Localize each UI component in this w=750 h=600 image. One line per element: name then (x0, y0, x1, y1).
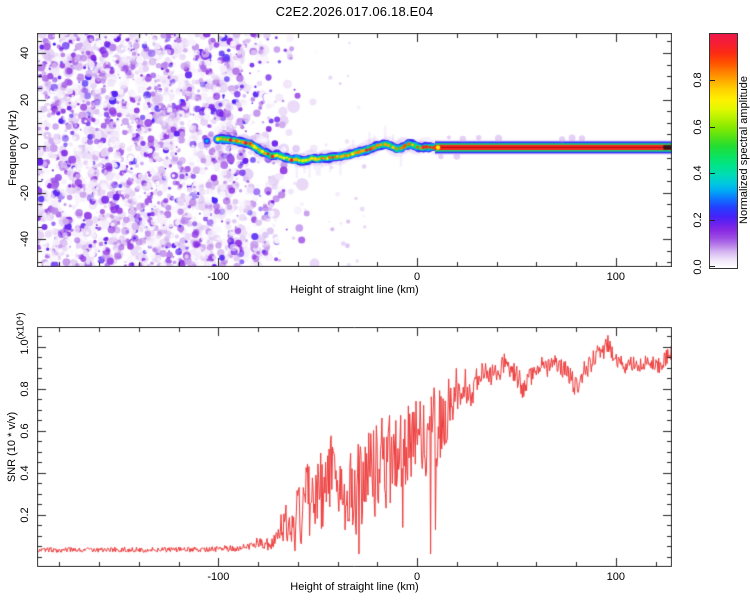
snr-y-axis-scale-note: (x10⁴) (15, 312, 27, 340)
colorbar-tick-label: 0.0 (692, 259, 704, 275)
spectrogram-x-axis-title: Height of straight line (km) (290, 284, 419, 296)
colorbar-tick (710, 80, 715, 81)
colorbar-tick (710, 220, 715, 221)
snr-x-axis-title: Height of straight line (km) (290, 581, 419, 593)
colorbar-tick-label: 0.6 (692, 118, 704, 135)
snr-y-tick-label: 0.6 (19, 423, 31, 439)
page-title: C2E2.2026.017.06.18.E04 (275, 4, 434, 19)
snr-y-tick-label: 0.2 (19, 506, 31, 523)
colorbar-tick-label: 0.8 (692, 72, 704, 88)
colorbar (709, 33, 738, 269)
snr-x-tick-label: 0 (414, 571, 421, 583)
spectrogram-y-tick-label: 20 (19, 93, 31, 106)
colorbar-title: Normalized spectral amplitude (738, 76, 750, 224)
colorbar-tick-label: 0.4 (692, 165, 704, 182)
spectrogram-y-tick-label: 40 (19, 46, 31, 60)
colorbar-tick-label: 0.2 (692, 212, 704, 228)
spectrogram-y-axis-title: Frequency (Hz) (7, 110, 19, 186)
snr-x-tick-label: 100 (606, 571, 625, 583)
spectrogram-x-tick-label: -100 (207, 271, 230, 283)
spectrogram-y-tick-label: 0 (19, 142, 31, 150)
colorbar-tick (710, 127, 715, 128)
snr-y-tick-label: 1.0 (19, 339, 31, 355)
spectrogram-y-tick-label: -20 (19, 184, 31, 201)
spectrogram-x-tick-label: 100 (606, 271, 625, 283)
snr-plot (37, 327, 672, 567)
snr-y-tick-label: 0.4 (19, 465, 31, 481)
snr-y-tick-label: 0.8 (19, 381, 31, 397)
spectrogram-x-tick-label: 0 (414, 271, 421, 283)
colorbar-tick (710, 173, 715, 174)
spectrogram-y-tick-label: -40 (19, 231, 31, 248)
colorbar-tick (710, 266, 715, 267)
snr-x-tick-label: -100 (207, 571, 230, 583)
snr-y-axis-title: SNR (10 * v/v) (6, 411, 18, 483)
spectrogram-plot (37, 33, 672, 267)
